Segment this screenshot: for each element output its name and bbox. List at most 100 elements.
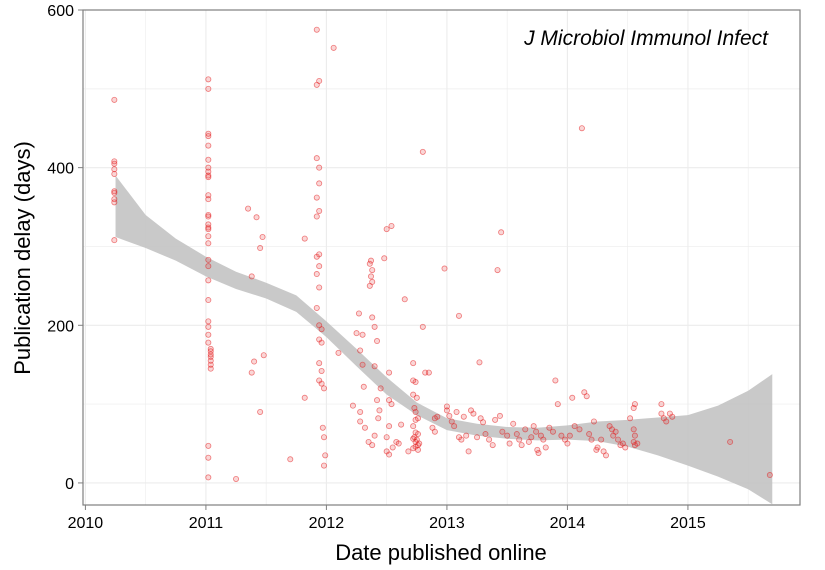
data-point bbox=[313, 253, 320, 260]
data-point bbox=[566, 432, 573, 439]
data-point bbox=[476, 359, 483, 366]
y-tick-label: 400 bbox=[47, 161, 74, 178]
data-point bbox=[111, 188, 118, 195]
data-point bbox=[594, 444, 601, 451]
data-point bbox=[335, 349, 342, 356]
data-point bbox=[371, 323, 378, 330]
data-point bbox=[410, 360, 417, 367]
data-point bbox=[357, 408, 364, 415]
data-point bbox=[499, 428, 506, 435]
data-point bbox=[513, 431, 520, 438]
x-tick-label: 2013 bbox=[429, 515, 465, 532]
data-point bbox=[453, 408, 460, 415]
data-point bbox=[571, 423, 578, 430]
data-point bbox=[316, 207, 323, 214]
data-point bbox=[546, 424, 553, 431]
data-point bbox=[368, 257, 375, 264]
data-point bbox=[631, 432, 638, 439]
data-point bbox=[205, 196, 212, 203]
y-tick-label: 600 bbox=[47, 3, 74, 20]
data-point bbox=[530, 423, 537, 430]
data-point bbox=[658, 401, 665, 408]
points-layer bbox=[111, 26, 773, 482]
data-point bbox=[349, 402, 356, 409]
data-point bbox=[506, 440, 513, 447]
data-point bbox=[388, 222, 395, 229]
data-point bbox=[602, 452, 609, 459]
y-tick-label: 0 bbox=[65, 476, 74, 493]
data-point bbox=[322, 452, 329, 459]
data-point bbox=[489, 442, 496, 449]
data-point bbox=[376, 407, 383, 414]
data-point bbox=[634, 440, 641, 447]
data-point bbox=[494, 267, 501, 274]
smooth-band-layer bbox=[115, 175, 773, 505]
data-point bbox=[455, 312, 462, 319]
data-point bbox=[205, 474, 212, 481]
data-point bbox=[434, 413, 441, 420]
data-point bbox=[535, 449, 542, 456]
data-point bbox=[251, 358, 258, 365]
data-point bbox=[318, 326, 325, 333]
data-point bbox=[205, 226, 212, 233]
data-point bbox=[564, 440, 571, 447]
data-point bbox=[552, 377, 559, 384]
data-point bbox=[313, 271, 320, 278]
data-point bbox=[330, 44, 337, 51]
data-point bbox=[569, 394, 576, 401]
data-point bbox=[205, 211, 212, 218]
data-point bbox=[663, 418, 670, 425]
data-point bbox=[516, 436, 523, 443]
data-point bbox=[549, 428, 556, 435]
data-point bbox=[366, 260, 373, 267]
data-point bbox=[360, 383, 367, 390]
x-tick-label: 2012 bbox=[309, 515, 345, 532]
data-point bbox=[510, 420, 517, 427]
data-point bbox=[443, 407, 450, 414]
data-point bbox=[205, 172, 212, 179]
x-tick-label: 2014 bbox=[550, 515, 586, 532]
data-point bbox=[313, 304, 320, 311]
data-point bbox=[205, 85, 212, 92]
data-point bbox=[377, 385, 384, 392]
data-point bbox=[386, 423, 393, 430]
data-point bbox=[318, 380, 325, 387]
data-point bbox=[371, 432, 378, 439]
data-point bbox=[583, 393, 590, 400]
data-point bbox=[482, 431, 489, 438]
data-point bbox=[465, 448, 472, 455]
data-point bbox=[622, 444, 629, 451]
data-point bbox=[316, 164, 323, 171]
data-point bbox=[413, 394, 420, 401]
data-point bbox=[361, 424, 368, 431]
data-point bbox=[205, 240, 212, 247]
data-point bbox=[412, 416, 419, 423]
data-point bbox=[248, 369, 255, 376]
data-point bbox=[368, 273, 375, 280]
data-point bbox=[558, 432, 565, 439]
data-point bbox=[205, 454, 212, 461]
data-point bbox=[205, 233, 212, 240]
data-point bbox=[441, 265, 448, 272]
data-point bbox=[316, 284, 323, 291]
data-point bbox=[414, 446, 421, 453]
data-point bbox=[463, 432, 470, 439]
data-point bbox=[316, 180, 323, 187]
data-point bbox=[630, 426, 637, 433]
data-point bbox=[205, 339, 212, 346]
data-point bbox=[578, 125, 585, 132]
data-point bbox=[518, 442, 525, 449]
data-point bbox=[533, 428, 540, 435]
data-point bbox=[498, 229, 505, 236]
data-point bbox=[554, 401, 561, 408]
x-tick-label: 2015 bbox=[670, 515, 706, 532]
data-point bbox=[111, 166, 118, 173]
data-point bbox=[631, 401, 638, 408]
data-point bbox=[353, 330, 360, 337]
data-point bbox=[313, 81, 320, 88]
data-point bbox=[474, 434, 481, 441]
data-point bbox=[386, 451, 393, 458]
data-point bbox=[205, 142, 212, 149]
data-point bbox=[425, 369, 432, 376]
panel-border bbox=[82, 9, 801, 506]
